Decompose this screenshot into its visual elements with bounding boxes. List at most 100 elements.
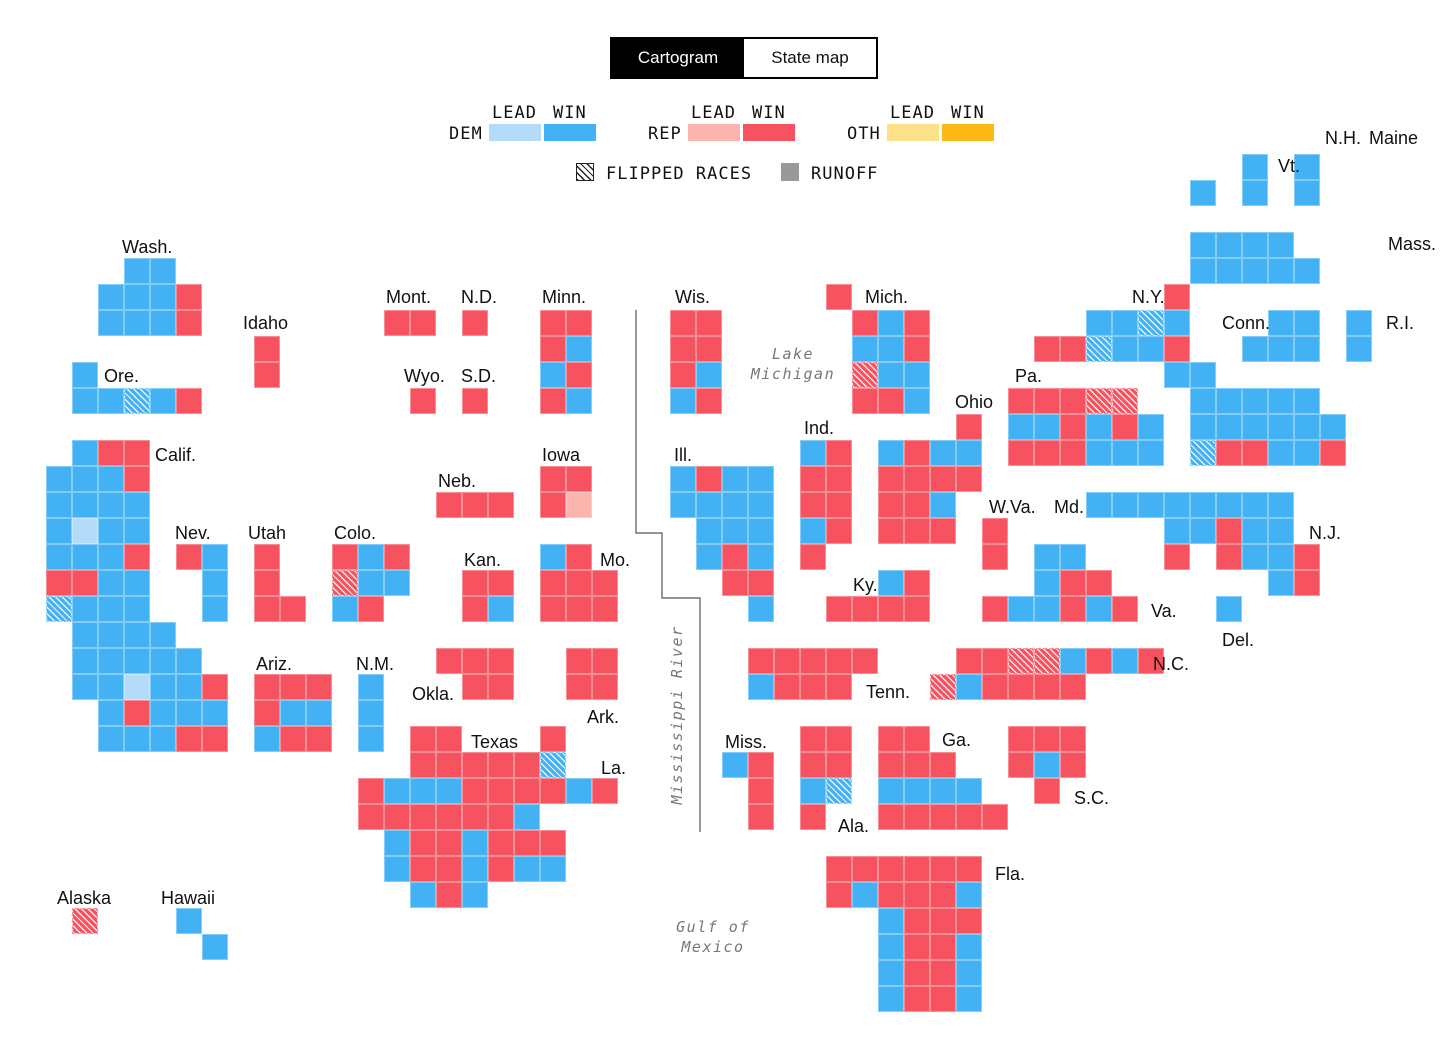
district-wash-9[interactable]: [150, 310, 176, 336]
district-mo-6[interactable]: [540, 596, 566, 622]
district-calif-3[interactable]: [124, 440, 150, 466]
district-ky-1[interactable]: [878, 570, 904, 596]
district-fla-25[interactable]: [878, 986, 904, 1012]
district-mass-4[interactable]: [1268, 232, 1294, 258]
district-n-y-28[interactable]: [1294, 440, 1320, 466]
district-tenn-2[interactable]: [774, 648, 800, 674]
district-texas-23[interactable]: [410, 830, 436, 856]
district-texas-33[interactable]: [488, 856, 514, 882]
district-va-2[interactable]: [1060, 544, 1086, 570]
district-n-y-3[interactable]: [1112, 310, 1138, 336]
district-n-j-12[interactable]: [1294, 570, 1320, 596]
district-va-5[interactable]: [1086, 570, 1112, 596]
district-n-c-7[interactable]: [1112, 648, 1138, 674]
district-pa-1[interactable]: [1008, 388, 1034, 414]
district-ky-3[interactable]: [826, 596, 852, 622]
district-minn-5[interactable]: [540, 362, 566, 388]
district-n-j-8[interactable]: [1242, 544, 1268, 570]
district-ore-6[interactable]: [176, 388, 202, 414]
district-la-4[interactable]: [566, 778, 592, 804]
district-ill-15[interactable]: [722, 570, 748, 596]
district-md-2[interactable]: [1112, 492, 1138, 518]
district-minn-8[interactable]: [566, 388, 592, 414]
district-calif-26[interactable]: [98, 596, 124, 622]
district-texas-27[interactable]: [514, 830, 540, 856]
district-wis-4[interactable]: [696, 336, 722, 362]
district-n-c-13[interactable]: [1034, 674, 1060, 700]
district-n-y-15[interactable]: [1216, 388, 1242, 414]
district-idaho-1[interactable]: [254, 336, 280, 362]
district-calif-15[interactable]: [124, 518, 150, 544]
district-nev-3[interactable]: [202, 570, 228, 596]
district-ky-5[interactable]: [878, 596, 904, 622]
district-fla-26[interactable]: [904, 986, 930, 1012]
district-nev-4[interactable]: [202, 596, 228, 622]
district-ill-14[interactable]: [748, 544, 774, 570]
district-ohio-11[interactable]: [904, 492, 930, 518]
district-n-j-10[interactable]: [1294, 544, 1320, 570]
district-calif-39[interactable]: [124, 674, 150, 700]
district-minn-1[interactable]: [540, 310, 566, 336]
district-iowa-3[interactable]: [540, 492, 566, 518]
district-texas-3[interactable]: [410, 752, 436, 778]
district-utah-4[interactable]: [280, 596, 306, 622]
district-w-va-1[interactable]: [982, 518, 1008, 544]
district-la-1[interactable]: [540, 726, 566, 752]
district-fla-2[interactable]: [852, 856, 878, 882]
district-calif-19[interactable]: [124, 544, 150, 570]
district-mich-6[interactable]: [878, 336, 904, 362]
district-texas-37[interactable]: [436, 882, 462, 908]
district-n-y-27[interactable]: [1268, 440, 1294, 466]
district-ind-1[interactable]: [800, 440, 826, 466]
district-iowa-2[interactable]: [566, 466, 592, 492]
district-fla-10[interactable]: [904, 882, 930, 908]
district-mont-1[interactable]: [384, 310, 410, 336]
district-ariz-7[interactable]: [254, 726, 280, 752]
district-calif-22[interactable]: [98, 570, 124, 596]
district-miss-4[interactable]: [748, 804, 774, 830]
district-pa-11[interactable]: [1138, 414, 1164, 440]
district-texas-22[interactable]: [384, 830, 410, 856]
district-calif-14[interactable]: [98, 518, 124, 544]
district-calif-16[interactable]: [46, 544, 72, 570]
district-va-6[interactable]: [982, 596, 1008, 622]
district-n-d-1[interactable]: [462, 310, 488, 336]
district-ga-2[interactable]: [904, 726, 930, 752]
district-w-va-2[interactable]: [982, 544, 1008, 570]
district-mo-7[interactable]: [566, 596, 592, 622]
district-mich-4[interactable]: [904, 310, 930, 336]
district-md-4[interactable]: [1164, 492, 1190, 518]
district-ga-5[interactable]: [930, 752, 956, 778]
district-ore-3[interactable]: [98, 388, 124, 414]
cartogram-tab[interactable]: Cartogram: [612, 39, 744, 77]
district-mont-2[interactable]: [410, 310, 436, 336]
district-ga-3[interactable]: [878, 752, 904, 778]
district-minn-7[interactable]: [540, 388, 566, 414]
district-texas-31[interactable]: [436, 856, 462, 882]
district-fla-3[interactable]: [878, 856, 904, 882]
district-ohio-1[interactable]: [956, 414, 982, 440]
district-n-c-8[interactable]: [1138, 648, 1164, 674]
district-nev-1[interactable]: [176, 544, 202, 570]
district-mich-8[interactable]: [852, 362, 878, 388]
district-ohio-13[interactable]: [878, 518, 904, 544]
district-n-y-8[interactable]: [1086, 336, 1112, 362]
district-r-i-2[interactable]: [1346, 336, 1372, 362]
district-calif-37[interactable]: [72, 674, 98, 700]
district-va-11[interactable]: [1112, 596, 1138, 622]
district-wis-8[interactable]: [696, 388, 722, 414]
district-ill-12[interactable]: [696, 544, 722, 570]
district-pa-10[interactable]: [1112, 414, 1138, 440]
district-kan-2[interactable]: [488, 570, 514, 596]
district-calif-28[interactable]: [72, 622, 98, 648]
district-n-j-3[interactable]: [1268, 492, 1294, 518]
district-pa-13[interactable]: [1034, 440, 1060, 466]
district-ala-1[interactable]: [800, 726, 826, 752]
district-fla-9[interactable]: [878, 882, 904, 908]
district-texas-21[interactable]: [514, 804, 540, 830]
district-n-h-2[interactable]: [1242, 180, 1268, 206]
district-calif-51[interactable]: [176, 726, 202, 752]
district-ark-4[interactable]: [592, 674, 618, 700]
district-okla-1[interactable]: [436, 648, 462, 674]
district-ariz-4[interactable]: [254, 700, 280, 726]
